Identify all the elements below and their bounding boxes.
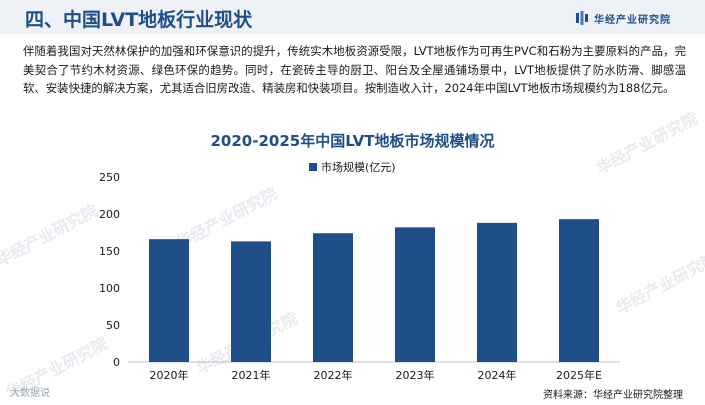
brand: 华经产业研究院 — [576, 10, 671, 26]
y-tick-label: 50 — [106, 319, 120, 332]
header-bar: 四、中国LVT地板行业现状 华经产业研究院 — [0, 0, 705, 34]
chart-title: 2020-2025年中国LVT地板市场规模情况 — [210, 132, 495, 150]
bar-0 — [149, 239, 189, 362]
legend-swatch — [309, 163, 317, 171]
bar-1 — [231, 241, 271, 362]
brand-logo-icon — [576, 11, 588, 25]
y-tick-label: 100 — [99, 282, 120, 295]
x-tick-label: 2022年 — [314, 368, 353, 382]
page-title: 四、中国LVT地板行业现状 — [25, 9, 253, 31]
x-tick-label: 2023年 — [396, 368, 435, 382]
bar-3 — [395, 227, 435, 362]
legend-label: 市场规模(亿元) — [321, 160, 396, 174]
y-tick-label: 150 — [99, 245, 120, 258]
bar-2 — [313, 233, 353, 362]
x-tick-label: 2020年 — [150, 368, 189, 382]
source-note: 资料来源：华经产业研究院整理 — [543, 390, 683, 401]
bar-4 — [477, 222, 517, 362]
x-tick-label: 2021年 — [232, 368, 271, 382]
brand-name: 华经产业研究院 — [594, 14, 671, 26]
x-tick-label: 2025年E — [556, 368, 602, 382]
bar-5 — [559, 219, 599, 362]
y-tick-label: 200 — [99, 208, 120, 221]
y-tick-label: 250 — [99, 171, 120, 184]
y-tick-label: 0 — [113, 356, 120, 369]
corner-logo: 大数据说 — [10, 388, 50, 399]
intro-paragraph: 伴随着我国对天然林保护的加强和环保意识的提升，传统实木地板资源受限，LVT地板作… — [23, 44, 686, 95]
x-tick-label: 2024年 — [478, 368, 517, 382]
